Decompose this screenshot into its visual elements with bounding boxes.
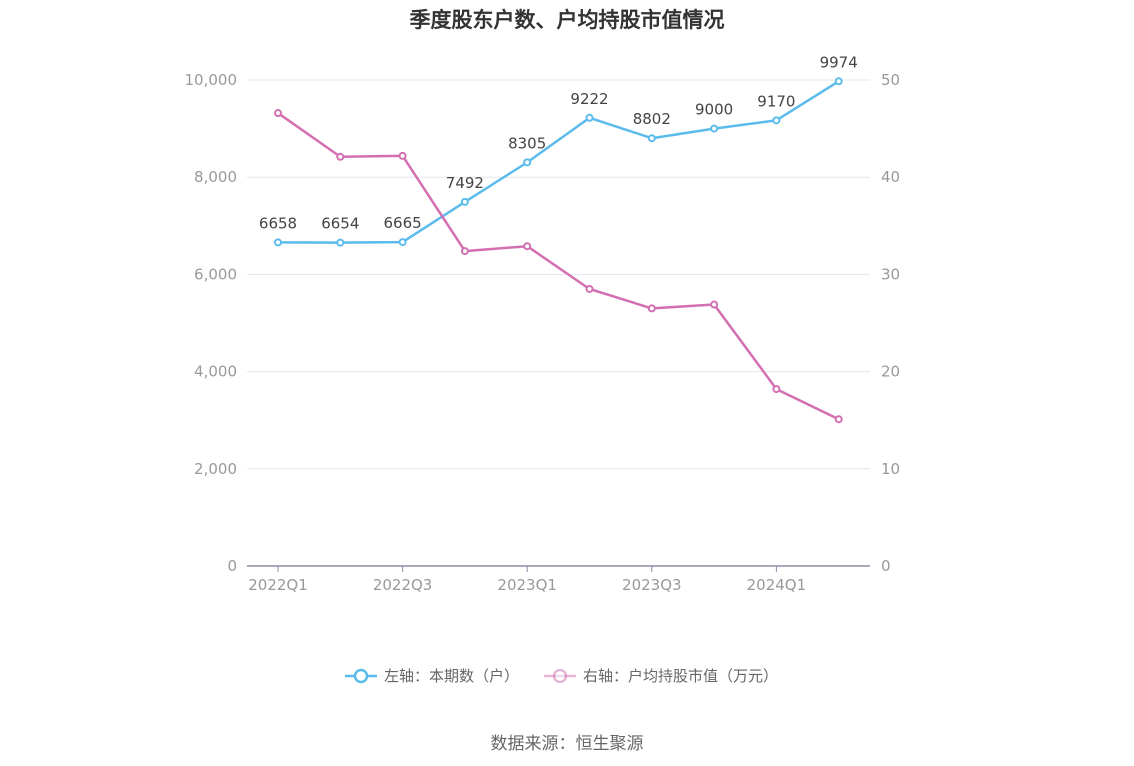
legend-label: 右轴：户均持股市值（万元） [583,667,778,685]
data-point [336,152,345,161]
data-point [274,238,282,247]
data-point [398,238,407,247]
data-point [647,134,656,143]
legend-item-left: 左轴：本期数（户） [345,667,519,685]
left-axis-tick-label: 2,000 [194,460,237,478]
series-layer: 6658 6654 6665 7492 8305 9222 8802 9000 9170 9974 [259,53,858,424]
data-point [834,415,843,424]
data-label: 8802 [633,110,671,128]
right-axis-tick-label: 40 [881,168,900,186]
source-note: 数据来源：恒生聚源 [490,734,644,754]
data-point [772,116,781,125]
data-point [772,385,781,394]
legend: 左轴：本期数（户） 右轴：户均持股市值（万元） [345,667,778,685]
x-axis-tick-label: 2022Q3 [373,576,433,594]
series-line-2 [277,112,840,421]
legend-label: 左轴：本期数（户） [384,667,519,685]
right-axis-tick-label: 10 [881,460,900,478]
data-label: 6658 [259,214,297,232]
left-axis-tick-label: 10,000 [185,71,238,89]
series-line-1 [277,80,840,244]
data-label: 9000 [695,101,733,119]
data-point [398,151,407,160]
data-point [460,247,469,256]
left-axis-tick-label: 6,000 [194,265,237,283]
x-axis-tick-label: 2023Q3 [622,576,682,594]
right-axis-tick-label: 0 [881,557,891,575]
legend-item-right: 右轴：户均持股市值（万元） [544,667,778,685]
right-axis-tick-label: 30 [881,265,900,283]
data-label: 9222 [570,90,608,108]
data-point [710,124,719,133]
right-axis-tick-label: 50 [881,71,900,89]
x-axis-tick-label: 2023Q1 [497,576,557,594]
data-point [523,242,532,251]
data-point [710,300,719,309]
grid-lines [247,79,870,470]
data-point [585,284,594,293]
legend-marker [353,668,369,684]
data-point [460,197,469,206]
left-axis-tick-label: 4,000 [194,363,237,381]
chart-title: 季度股东户数、户均持股市值情况 [409,8,725,32]
right-axis-tick-label: 20 [881,363,900,381]
data-label: 7492 [446,174,484,192]
data-label: 9974 [820,53,858,71]
data-point [274,109,282,118]
legend-marker [552,668,568,684]
data-label: 6654 [321,215,359,233]
left-axis-tick-label: 0 [227,557,237,575]
axes: 0 0 2,000 10 4,000 20 6,000 30 8,000 40 10,000 50 20… [185,71,901,594]
data-point [585,113,594,122]
x-axis-tick-label: 2024Q1 [747,576,807,594]
data-point [647,304,656,313]
data-point [336,238,345,247]
data-label: 6665 [384,214,422,232]
data-point [523,158,532,167]
data-label: 9170 [757,92,795,110]
x-axis-tick-label: 2022Q1 [248,576,308,594]
data-label: 8305 [508,134,546,152]
data-point [834,77,843,86]
left-axis-tick-label: 8,000 [194,168,237,186]
